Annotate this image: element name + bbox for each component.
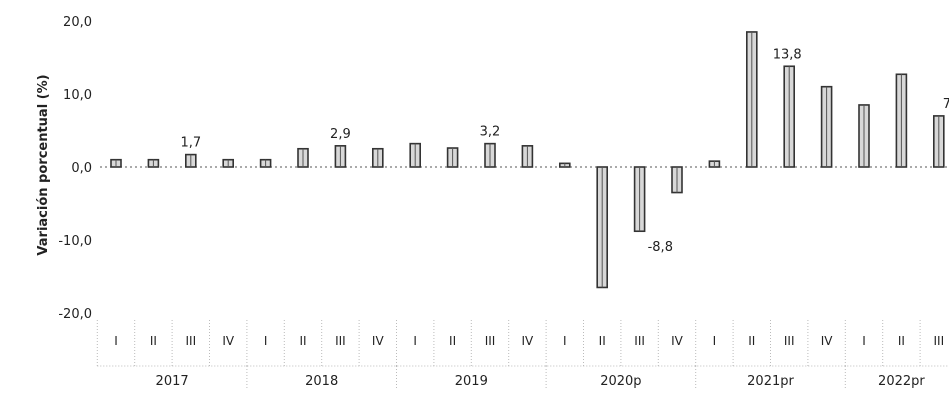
quarter-label: I [114, 334, 118, 348]
quarter-label: II [150, 334, 157, 348]
bar [671, 166, 683, 194]
year-label: 2022pr [878, 374, 925, 389]
data-label: 3,2 [480, 125, 501, 140]
quarter-label: III [933, 334, 944, 348]
bar [446, 147, 459, 168]
bar [558, 162, 571, 168]
x-axis-categories: I II III IV I II III IV I II III IV I II III IV I II III IV… [96, 320, 949, 390]
bar [484, 142, 496, 168]
bar [259, 158, 272, 168]
y-tick-label: -10,0 [58, 234, 92, 249]
year-label: 2021pr [747, 374, 794, 389]
quarter-label: I [413, 334, 417, 348]
bar [932, 115, 945, 168]
data-label: 7,0 [943, 97, 949, 112]
quarter-label: IV [821, 334, 834, 348]
data-label: 2,9 [330, 127, 351, 142]
bar [409, 142, 422, 168]
data-label: -8,8 [648, 240, 673, 255]
data-labels: 1,7 2,9 3,2 -8,8 13,8 7,0 [180, 47, 949, 255]
y-axis-label: Variación porcentual (%) [36, 74, 51, 255]
quarter-label: IV [671, 334, 684, 348]
year-label: 2019 [455, 374, 488, 389]
quarter-label: IV [522, 334, 535, 348]
quarter-label: II [599, 334, 606, 348]
y-axis-ticks: 20,0 10,0 0,0 -10,0 -20,0 [58, 15, 949, 322]
bar [147, 158, 160, 168]
quarter-label: II [898, 334, 905, 348]
quarter-label: III [185, 334, 196, 348]
quarter-label: I [713, 334, 717, 348]
year-label: 2018 [305, 374, 338, 389]
y-tick-label: 0,0 [71, 161, 92, 176]
bars [110, 31, 945, 289]
year-label: 2020p [600, 374, 641, 389]
data-label: 1,7 [180, 136, 201, 151]
year-label: 2017 [156, 374, 189, 389]
bar [371, 147, 384, 168]
quarter-label: IV [372, 334, 385, 348]
bar [895, 73, 908, 168]
quarter-label: II [449, 334, 456, 348]
quarter-label: III [634, 334, 645, 348]
quarter-label: III [784, 334, 795, 348]
quarter-label: II [299, 334, 306, 348]
y-tick-label: 10,0 [63, 88, 92, 103]
quarter-label: I [563, 334, 567, 348]
bar [297, 147, 309, 168]
bar [820, 85, 833, 168]
quarter-label: IV [222, 334, 235, 348]
bar [858, 104, 870, 168]
y-tick-label: 20,0 [63, 15, 92, 30]
bar [334, 145, 347, 168]
quarter-label: I [862, 334, 866, 348]
quarter-label: III [485, 334, 496, 348]
y-tick-label: -20,0 [58, 307, 92, 322]
bar [222, 158, 234, 168]
quarter-label: I [264, 334, 268, 348]
bar [596, 166, 609, 289]
quarter-label: III [335, 334, 346, 348]
bar [110, 158, 122, 168]
quarter-label: II [748, 334, 755, 348]
bar [633, 166, 646, 233]
bar [745, 31, 758, 168]
bar [708, 160, 721, 168]
bar [521, 145, 534, 168]
bar [783, 65, 796, 168]
bar [185, 153, 197, 168]
data-label: 13,8 [773, 47, 802, 62]
